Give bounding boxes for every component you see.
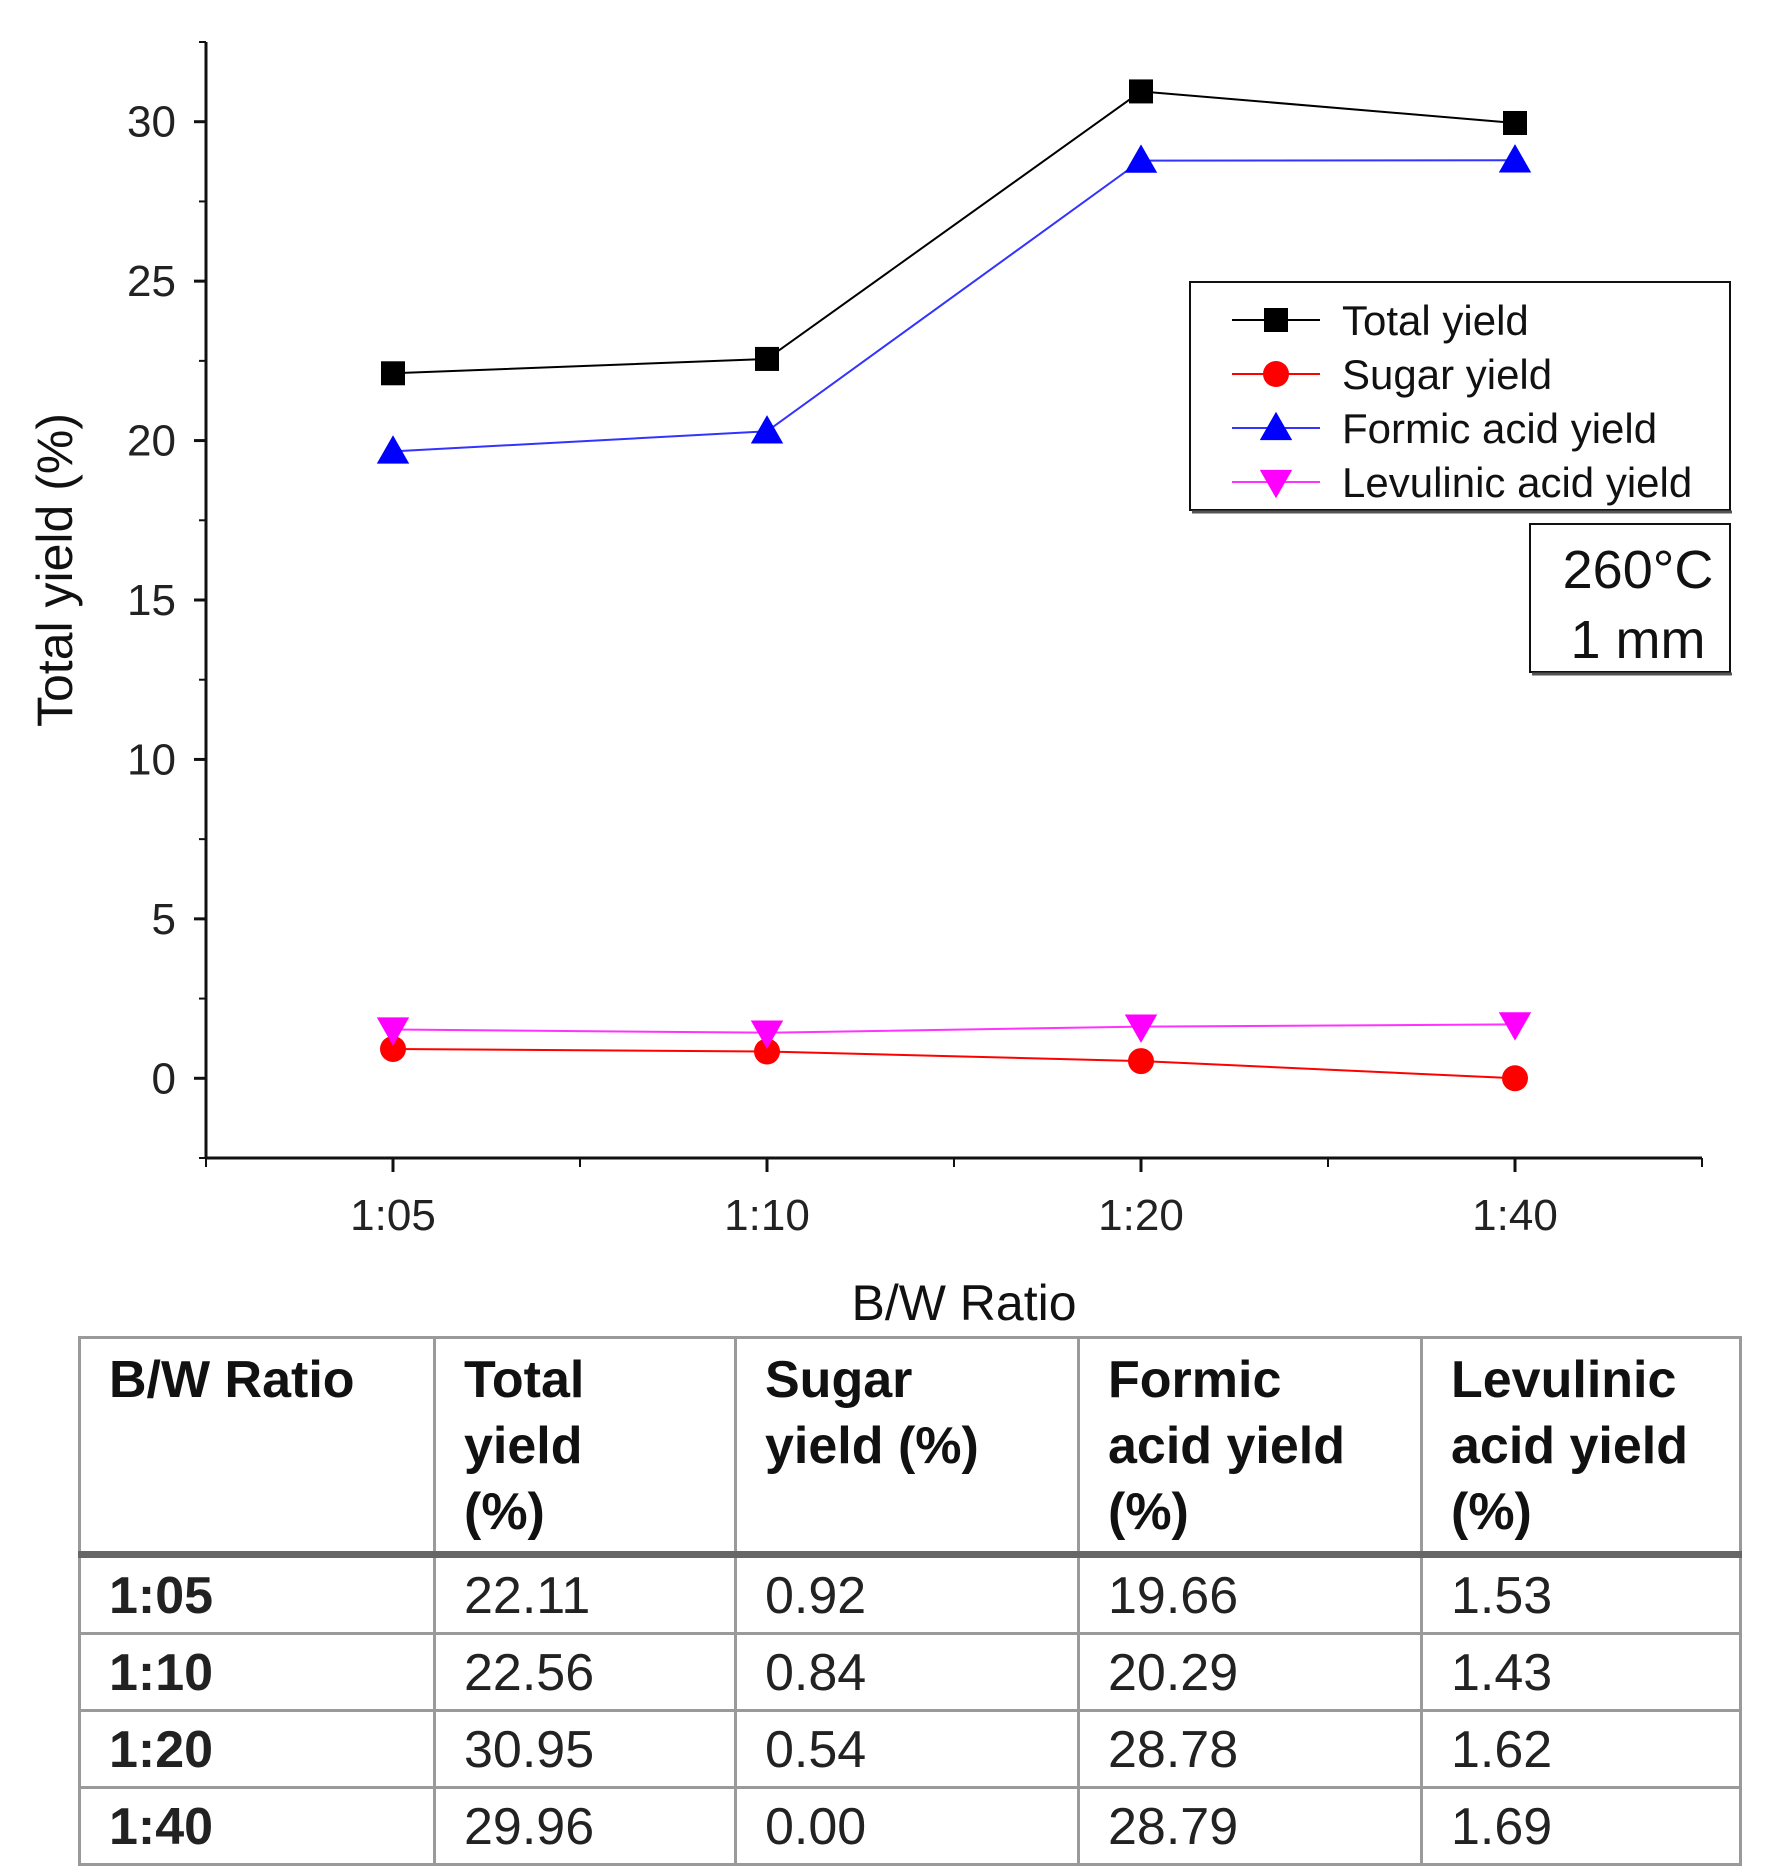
legend-label-formic-acid-yield: Formic acid yield [1342,405,1657,452]
y-tick-label: 15 [127,576,176,625]
data-point-levulinic-acid-yield [1498,1012,1532,1041]
series-lines [392,90,1516,1080]
y-tick-label: 20 [127,417,176,466]
table-header-cell: B/W Ratio [78,1336,436,1558]
chart: 0 5 10 15 20 25 30 1:05 1:10 1:20 1:40 B/W Ratio Tot… [27,41,1732,1330]
table-cell-ratio: 1:20 [78,1709,436,1789]
data-point-formic-acid-yield [1124,144,1158,173]
header-line: B/W Ratio [109,1351,355,1409]
data-point-total-yield [1503,110,1527,135]
data-point-levulinic-acid-yield [1124,1014,1158,1043]
table-cell: 28.78 [1077,1709,1423,1789]
table-cell: 1.43 [1420,1632,1742,1712]
data-point-sugar-yield [1128,1048,1154,1075]
series-line-levulinic-acid-yield [392,1023,1516,1034]
x-tick-label: 1:10 [724,1191,810,1240]
series-line-formic-acid-yield [392,159,1516,453]
y-tick-label: 5 [152,895,176,944]
data-point-formic-acid-yield [750,415,784,444]
header-line: yield [464,1417,583,1475]
data-table: B/W Ratio Total yield (%) Sugar yield (%) F… [78,1336,1742,1866]
table-cell: 0.92 [734,1553,1080,1635]
y-tick-label: 10 [127,735,176,784]
header-line: acid yield [1451,1417,1688,1475]
x-tick-label: 1:05 [350,1191,436,1240]
data-point-formic-acid-yield [1498,144,1532,173]
header-line: Total [464,1351,585,1409]
table-header-row: B/W Ratio Total yield (%) Sugar yield (%) F… [78,1336,1742,1558]
legend-marker-levulinic-acid-yield [1259,469,1293,499]
table-cell-ratio: 1:10 [78,1632,436,1712]
table-cell: 1.62 [1420,1709,1742,1789]
legend-marker-sugar-yield [1263,361,1289,387]
legend-marker-total-yield [1264,308,1288,332]
data-point-levulinic-acid-yield [750,1020,784,1049]
header-line: (%) [464,1483,545,1541]
table-cell: 0.00 [734,1786,1080,1866]
table-cell: 19.66 [1077,1553,1423,1635]
table-cell: 20.29 [1077,1632,1423,1712]
header-line: acid yield [1108,1417,1345,1475]
table-cell: 1.69 [1420,1786,1742,1866]
data-point-total-yield [381,361,405,386]
data-point-total-yield [1129,79,1153,104]
table-cell: 30.95 [433,1709,737,1789]
table-cell-ratio: 1:40 [78,1786,436,1866]
x-axis-title: B/W Ratio [851,1275,1076,1330]
condition-note: 260°C 1 mm [1529,523,1732,676]
data-point-sugar-yield [754,1038,780,1065]
data-point-levulinic-acid-yield [376,1017,410,1046]
note-box [1529,523,1731,673]
table-row: 1:05 22.11 0.92 19.66 1.53 [78,1553,1742,1635]
series-line-sugar-yield [392,1047,1516,1080]
chart-axes: 0 5 10 15 20 25 30 1:05 1:10 1:20 1:40 B/W Ratio Tot… [27,41,1703,1330]
x-tick-label: 1:40 [1472,1191,1558,1240]
legend-label-sugar-yield: Sugar yield [1342,351,1552,398]
header-line: (%) [1108,1483,1189,1541]
legend-marker-formic-acid-yield [1259,411,1293,441]
data-point-sugar-yield [380,1035,406,1062]
table-cell: 29.96 [433,1786,737,1866]
table-cell: 0.84 [734,1632,1080,1712]
y-axis-title: Total yield (%) [27,413,83,727]
data-point-sugar-yield [1502,1065,1528,1092]
header-line: Formic [1108,1351,1282,1409]
data-point-formic-acid-yield [376,435,410,464]
table-row: 1:40 29.96 0.00 28.79 1.69 [78,1786,1742,1866]
table-cell: 1.53 [1420,1553,1742,1635]
header-line: Levulinic [1451,1351,1677,1409]
y-tick-label: 25 [127,257,176,306]
table-header-cell: Total yield (%) [433,1336,737,1558]
header-line: yield (%) [765,1417,979,1475]
table-cell: 0.54 [734,1709,1080,1789]
table-cell: 22.56 [433,1632,737,1712]
table-header-cell: Levulinic acid yield (%) [1420,1336,1742,1558]
table-header-cell: Sugar yield (%) [734,1336,1080,1558]
table-cell: 28.79 [1077,1786,1423,1866]
note-line: 1 mm [1571,610,1706,670]
table-row: 1:20 30.95 0.54 28.78 1.62 [78,1709,1742,1789]
header-line: Sugar [765,1351,913,1409]
y-tick-label: 0 [152,1054,176,1103]
table-header-cell: Formic acid yield (%) [1077,1336,1423,1558]
legend-label-total-yield: Total yield [1342,297,1529,344]
legend: Total yield Sugar yield Formic acid yield L… [1189,281,1732,514]
y-tick-label: 30 [127,98,176,147]
table-row: 1:10 22.56 0.84 20.29 1.43 [78,1632,1742,1712]
series-markers [376,79,1532,1092]
series-line-total-yield [392,90,1516,375]
table-cell: 22.11 [433,1553,737,1635]
data-point-total-yield [755,346,779,371]
legend-label-levulinic-acid-yield: Levulinic acid yield [1342,459,1692,506]
header-line: (%) [1451,1483,1532,1541]
note-line: 260°C [1563,540,1714,600]
table-cell-ratio: 1:05 [78,1553,436,1635]
x-tick-label: 1:20 [1098,1191,1184,1240]
